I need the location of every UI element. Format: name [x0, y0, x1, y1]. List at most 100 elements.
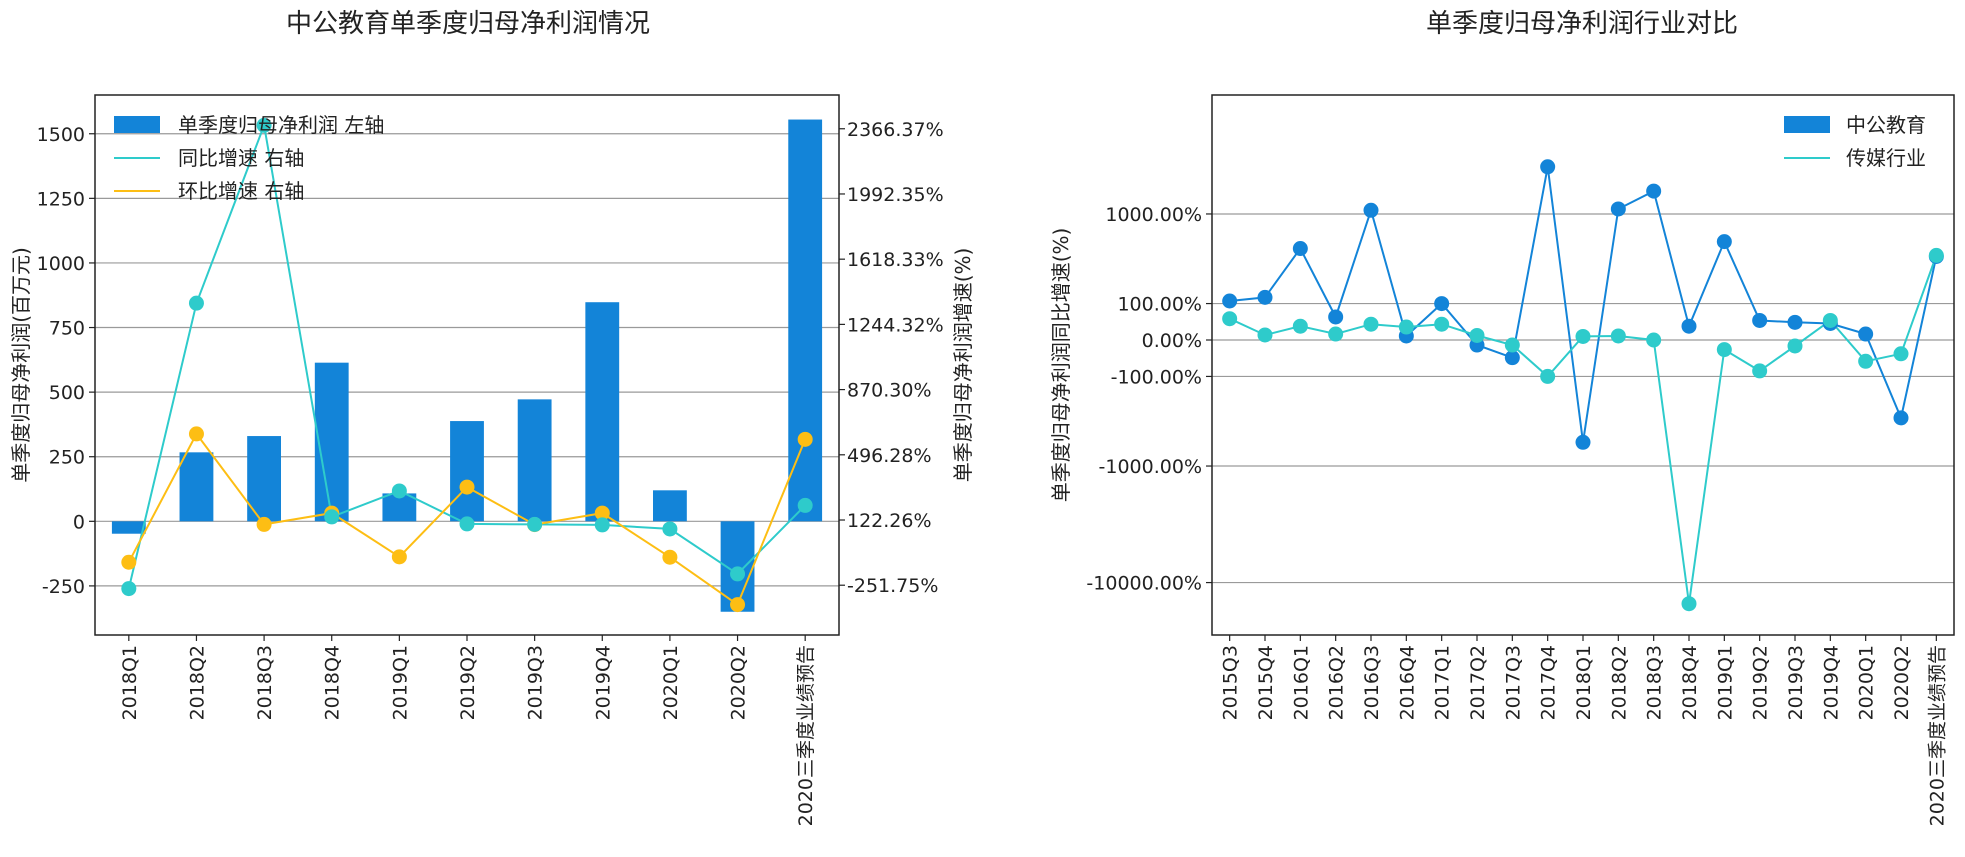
chart1-left-tick-label: 1250 [37, 188, 85, 210]
chart1-left-ylabel: 单季度归母净利润(百万元) [9, 247, 33, 483]
chart2-y-tick-label: -10000.00% [1086, 573, 1202, 595]
chart1-qoq-point [459, 479, 475, 495]
chart1-yoy-point [594, 517, 610, 533]
chart1-qoq-point [121, 554, 137, 570]
chart2-industry-point [1434, 316, 1450, 332]
chart2-industry-point [1893, 346, 1909, 362]
chart1-yoy-point [527, 516, 543, 532]
chart2-industry-point [1257, 327, 1273, 343]
chart1-left-tick-label: 1500 [37, 124, 85, 146]
chart1-bar [111, 521, 146, 534]
chart1-x-tick-label: 2020三季度业绩预告 [795, 645, 817, 826]
chart1-qoq-point [797, 431, 813, 447]
chart2-industry-point [1575, 328, 1591, 344]
chart2-x-tick-label: 2018Q4 [1679, 645, 1701, 720]
chart2-x-tick-label: 2015Q3 [1220, 645, 1242, 720]
chart2-industry-point [1363, 316, 1379, 332]
chart2-x-tick-label: 2017Q1 [1432, 645, 1454, 720]
chart2-gridlines [1212, 213, 1954, 584]
chart1-qoq-point [730, 597, 746, 613]
chart2-industry-point [1292, 318, 1308, 334]
chart2-industry-point [1328, 326, 1344, 342]
chart1-right-tick-label: 870.30% [847, 380, 932, 402]
chart1-yoy-point [324, 509, 340, 525]
chart2-x-tick-label: 2017Q3 [1502, 645, 1524, 720]
chart1-right-axis-ticks: 2366.37% 1992.35% 1618.33% 1244.32% 870.30% 4… [839, 119, 944, 597]
chart1-x-tick-label: 2019Q3 [525, 645, 547, 720]
chart2-industry-point [1681, 596, 1697, 612]
chart2-x-tick-label: 2017Q4 [1538, 645, 1560, 720]
chart2-x-tick-label: 2018Q2 [1608, 645, 1630, 720]
chart2-x-tick-label: 2019Q2 [1750, 645, 1772, 720]
chart2-company-point [1610, 201, 1626, 217]
chart2-y-tick-label: 100.00% [1117, 294, 1202, 316]
chart1-yoy-point [256, 117, 272, 133]
chart1-right-tick-label: 122.26% [847, 510, 932, 532]
chart2-y-tick-label: -1000.00% [1099, 456, 1202, 478]
chart2-x-tick-label: 2016Q3 [1361, 645, 1383, 720]
chart1-x-tick-label: 2018Q1 [119, 645, 141, 720]
chart2-company-point [1787, 314, 1803, 330]
chart2-company-point [1540, 159, 1556, 175]
chart1-yoy-point [797, 497, 813, 513]
chart2-frame [1211, 94, 1955, 636]
chart2-y-axis-ticks: 1000.00% 100.00% 0.00% -100.00% -1000.00% -10… [1086, 204, 1212, 595]
chart1-title: 中公教育单季度归母净利润情况 [286, 9, 650, 39]
chart2-industry-point [1787, 338, 1803, 354]
chart1-left-tick-label: 1000 [37, 253, 85, 275]
chart2-x-tick-label: 2020Q1 [1856, 645, 1878, 720]
chart1-points [121, 117, 813, 613]
chart1-right-tick-label: 2366.37% [847, 119, 944, 141]
chart1-x-tick-label: 2020Q2 [728, 645, 750, 720]
chart2-legend-label-industry: 传媒行业 [1846, 146, 1926, 170]
chart1-right-tick-label: 496.28% [847, 445, 932, 467]
chart1-right-ylabel: 单季度归母净利润增速(%) [951, 248, 975, 483]
chart2-company-point [1893, 410, 1909, 426]
chart1-bar [653, 490, 687, 522]
chart1-x-tick-label: 2018Q4 [322, 645, 344, 720]
chart1-bar [450, 421, 484, 522]
chart2-y-tick-label: 1000.00% [1105, 204, 1202, 226]
chart2-company-point [1681, 318, 1697, 334]
chart2-x-tick-label: 2016Q2 [1326, 645, 1348, 720]
chart2-title: 单季度归母净利润行业对比 [1426, 9, 1738, 39]
chart2-legend-label-company: 中公教育 [1846, 113, 1926, 137]
chart1-legend-label-bar: 单季度归母净利润 左轴 [178, 113, 384, 137]
chart1-left-tick-label: 0 [73, 511, 85, 533]
chart1-x-tick-label: 2019Q4 [592, 645, 614, 720]
chart2-company-point [1716, 234, 1732, 250]
chart2-x-tick-label: 2020三季度业绩预告 [1926, 645, 1948, 826]
chart2-industry-point [1752, 363, 1768, 379]
chart-industry-compare: 单季度归母净利润行业对比 1000.00% 100.00% 0.00% -100.00… [1049, 9, 1955, 826]
chart2-points [1222, 159, 1944, 612]
chart1-bars [111, 119, 823, 612]
chart1-qoq-point [594, 505, 610, 521]
chart2-company-point [1434, 296, 1450, 312]
chart1-qoq-point [188, 426, 204, 442]
chart1-qoq-point [256, 516, 272, 532]
chart2-x-tick-label: 2020Q2 [1891, 645, 1913, 720]
chart1-yoy-point [662, 521, 678, 537]
chart2-company-point [1858, 326, 1874, 342]
chart1-left-tick-label: 750 [49, 318, 85, 340]
chart2-lines [1229, 166, 1938, 604]
chart2-legend-swatch-company [1784, 116, 1830, 133]
chart1-yoy-point [730, 566, 746, 582]
chart1-x-axis-ticks: 2018Q1 2018Q2 2018Q3 2018Q4 2019Q1 2019Q2 2019… [119, 635, 817, 826]
chart2-company-point [1222, 293, 1238, 309]
chart2-company-point [1504, 350, 1520, 366]
chart1-bar [314, 362, 349, 522]
chart2-company-point [1257, 289, 1273, 305]
chart2-company-point [1328, 309, 1344, 325]
chart2-industry-point [1928, 247, 1944, 263]
chart2-company-point [1292, 241, 1308, 257]
chart1-x-tick-label: 2018Q2 [186, 645, 208, 720]
chart2-x-axis-ticks: 2015Q3 2015Q4 2016Q1 2016Q2 2016Q3 2016Q4 2017… [1220, 635, 1948, 826]
chart1-x-tick-label: 2018Q3 [254, 645, 276, 720]
chart2-industry-line [1229, 255, 1938, 604]
chart1-left-tick-label: 250 [49, 447, 85, 469]
chart2-industry-point [1716, 342, 1732, 358]
